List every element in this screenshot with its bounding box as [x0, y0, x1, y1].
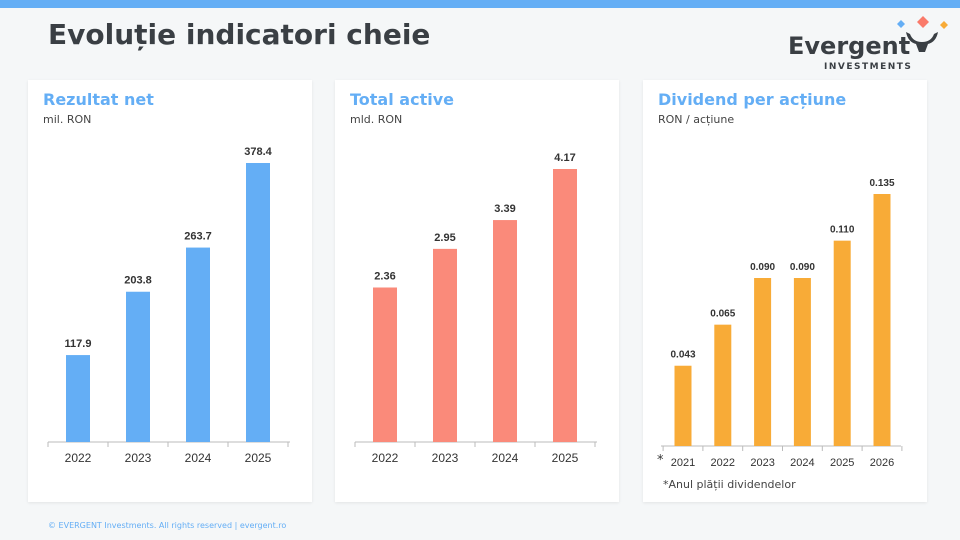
chart-unit: mld. RON — [350, 113, 403, 126]
bar-2025 — [833, 240, 851, 446]
x-tick-label: 2023 — [432, 451, 459, 465]
footer: © EVERGENT Investments. All rights reser… — [48, 521, 287, 530]
chart-total-active: 2.36 2022 2.95 2023 3.39 2024 4.17 2025 — [354, 152, 597, 465]
bar-2025 — [246, 163, 270, 442]
panel-rezultat-net: Rezultat net mil. RON 117.9 2022 203.8 2023… — [28, 80, 312, 502]
x-tick-label: 2023 — [750, 457, 774, 469]
x-tick-label: 2022 — [711, 457, 735, 469]
logo-subtitle: INVESTMENTS — [824, 62, 913, 72]
x-tick-label: 2022 — [65, 451, 92, 465]
bar-2024 — [793, 278, 811, 446]
data-label: 117.9 — [65, 338, 92, 350]
x-tick-label: 2025 — [245, 451, 272, 465]
x-tick-label: 2024 — [185, 451, 212, 465]
data-label: 0.110 — [830, 225, 855, 236]
bar-2023 — [126, 291, 150, 442]
chart-unit: mil. RON — [43, 113, 92, 126]
page-title: Evoluție indicatori cheie — [48, 18, 431, 51]
panel-dividend: Dividend per acțiune RON / acțiune 0.043… — [643, 80, 927, 502]
data-label: 203.8 — [124, 275, 152, 287]
x-tick-label: 2025 — [552, 451, 579, 465]
bar-2022 — [66, 355, 90, 442]
chart-dividend: 0.043 2021 0.065 2022 0.090 2023 0.090 2024 0.11… — [657, 178, 903, 469]
panel-total-active: Total active mld. RON 2.36 2022 2.95 2023 3.… — [335, 80, 619, 502]
x-tick-label: 2022 — [372, 451, 399, 465]
data-label: 2.95 — [434, 232, 455, 244]
axis-marker: * — [657, 453, 664, 468]
logo-bull-icon — [897, 16, 948, 52]
bar-2026 — [873, 194, 891, 446]
chart-title: Total active — [350, 90, 454, 109]
x-tick-label: 2024 — [492, 451, 519, 465]
data-label: 0.043 — [670, 350, 695, 361]
chart-rezultat-net: 117.9 2022 203.8 2023 263.7 2024 378.4 2025 — [47, 146, 290, 465]
chart-title: Rezultat net — [43, 90, 154, 109]
bar-2025 — [553, 169, 577, 442]
data-label: 0.065 — [710, 309, 735, 320]
bar-2024 — [493, 220, 517, 442]
logo: Evergent INVESTMENTS — [788, 14, 948, 74]
data-label: 0.135 — [869, 178, 894, 189]
bar-2022 — [714, 324, 732, 446]
logo-wordmark: Evergent — [788, 32, 911, 60]
data-label: 3.39 — [494, 203, 515, 215]
bar-2024 — [186, 247, 210, 442]
bar-2023 — [754, 278, 772, 446]
x-tick-label: 2023 — [125, 451, 152, 465]
data-label: 0.090 — [790, 262, 815, 273]
top-accent-bar — [0, 0, 960, 8]
data-label: 378.4 — [244, 146, 272, 158]
bar-2022 — [373, 287, 397, 442]
data-label: 4.17 — [554, 152, 575, 164]
x-tick-label: 2026 — [870, 457, 894, 469]
x-tick-label: 2025 — [830, 457, 854, 469]
chart-title: Dividend per acțiune — [658, 90, 847, 109]
bar-2021 — [674, 365, 692, 446]
data-label: 2.36 — [374, 270, 395, 282]
chart-unit: RON / acțiune — [658, 113, 735, 126]
x-tick-label: 2024 — [790, 457, 814, 469]
bar-2023 — [433, 248, 457, 442]
data-label: 0.090 — [750, 262, 775, 273]
x-tick-label: 2021 — [671, 457, 695, 469]
data-label: 263.7 — [184, 231, 212, 243]
chart-note: *Anul plății dividendelor — [663, 478, 796, 491]
